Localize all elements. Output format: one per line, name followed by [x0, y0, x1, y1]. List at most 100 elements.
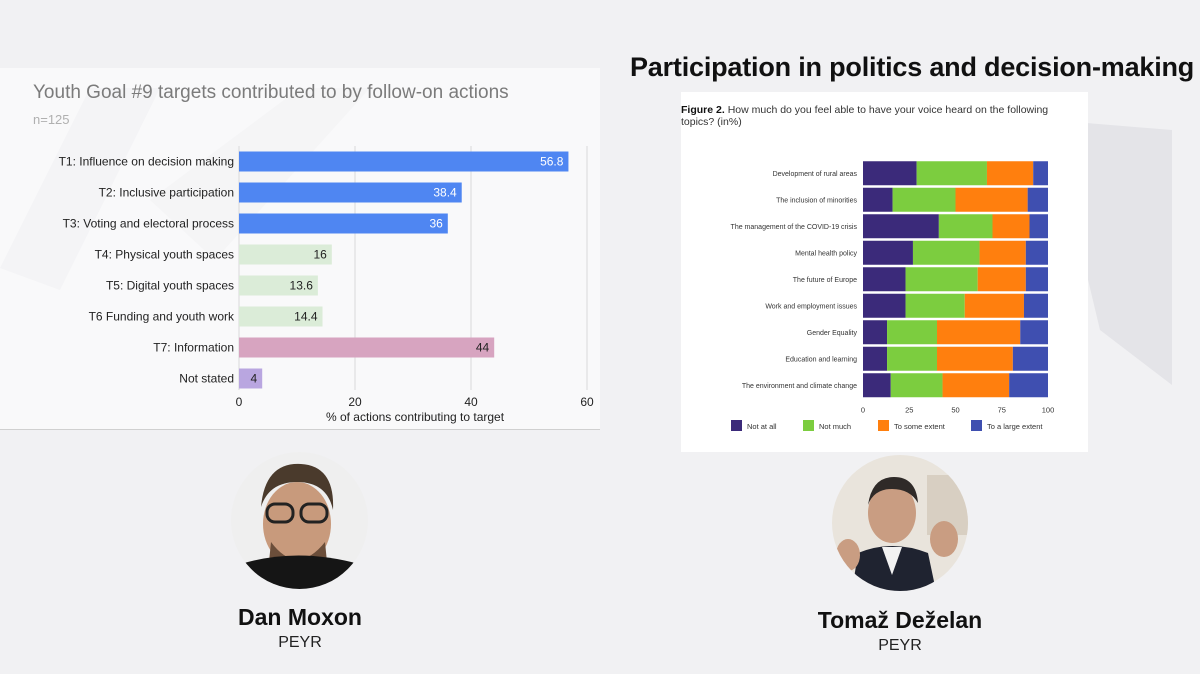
stacked-bar-segment — [863, 320, 888, 345]
stacked-bar-segment — [863, 293, 906, 318]
stacked-bar-segment — [863, 161, 917, 186]
bar — [239, 151, 569, 172]
bar — [239, 275, 318, 296]
stacked-bar-segment — [905, 293, 965, 318]
stacked-bar-segment — [938, 214, 993, 239]
x-tick-label: 50 — [951, 406, 959, 415]
panel-divider — [0, 429, 600, 430]
figure-caption-text: How much do you feel able to have your v… — [681, 104, 1049, 128]
stacked-bar-segment — [863, 240, 913, 265]
stacked-bar-segment — [905, 267, 978, 292]
category-label: Gender Equality — [807, 330, 858, 337]
legend-label: To a large extent — [987, 422, 1043, 431]
category-label: Work and employment issues — [765, 303, 857, 310]
speaker-name-2: Tomaž Deželan — [817, 607, 983, 633]
figure-caption: Figure 2. How much do you feel able to h… — [681, 104, 1076, 128]
stacked-bar-segment — [863, 267, 906, 292]
category-label: The inclusion of minorities — [776, 197, 857, 204]
stacked-bar-segment — [1012, 346, 1048, 371]
left-chart-panel: Youth Goal #9 targets contributed to by … — [0, 68, 600, 430]
data-label: 16 — [313, 248, 327, 262]
x-tick-label: 60 — [580, 395, 594, 409]
slide-title: Participation in politics and decision-m… — [630, 52, 1195, 82]
stacked-bar-segment — [955, 187, 1028, 212]
stacked-bar-segment — [892, 187, 956, 212]
avatar-dan-moxon — [231, 452, 368, 589]
stacked-bar-segment — [1025, 267, 1048, 292]
stacked-bar-segment — [887, 346, 937, 371]
data-label: 14.4 — [294, 310, 318, 324]
stacked-bar-segment — [964, 293, 1024, 318]
x-tick-label: 100 — [1042, 406, 1055, 415]
stacked-bar-segment — [863, 187, 893, 212]
x-tick-label: 20 — [348, 395, 362, 409]
stacked-bar-chart-voice-heard: Development of rural areas The inclusion … — [731, 161, 1055, 431]
legend-swatch — [803, 420, 814, 431]
stacked-bar-segment — [916, 161, 987, 186]
bar — [239, 244, 332, 265]
category-label: The future of Europe — [793, 277, 857, 284]
category-label: The management of the COVID-19 crisis — [731, 224, 858, 231]
legend-swatch — [731, 420, 742, 431]
x-tick-label: 75 — [998, 406, 1006, 415]
category-label: T6 Funding and youth work — [89, 310, 235, 324]
category-label: T2: Inclusive participation — [99, 186, 234, 200]
stacked-bar-segment — [986, 161, 1034, 186]
category-label: The environment and climate change — [742, 383, 857, 390]
stacked-bar-segment — [937, 320, 1021, 345]
bar — [239, 306, 323, 327]
chart-subtitle: n=125 — [33, 112, 70, 127]
data-label: 38.4 — [433, 186, 457, 200]
stacked-bar-segment — [942, 373, 1010, 398]
stacked-bar-segment — [1009, 373, 1048, 398]
data-label: 4 — [251, 372, 258, 386]
category-label: Development of rural areas — [773, 171, 858, 178]
stacked-bar-segment — [863, 214, 939, 239]
category-label: T3: Voting and electoral process — [63, 217, 234, 231]
bar — [239, 337, 495, 358]
category-label: Not stated — [179, 372, 234, 386]
stacked-bar-segment — [1027, 187, 1048, 212]
speaker-org-2: PEYR — [878, 637, 922, 654]
legend-label: Not much — [819, 422, 851, 431]
stacked-bar-segment — [890, 373, 943, 398]
x-tick-label: 0 — [236, 395, 243, 409]
figure-card: Figure 2. How much do you feel able to h… — [681, 92, 1088, 452]
speaker-name-1: Dan Moxon — [238, 604, 362, 630]
bar-chart-youth-goal-targets: 0 20 40 60 T1: Influence on decision making 5… — [59, 146, 594, 424]
legend-swatch — [878, 420, 889, 431]
category-label: T7: Information — [153, 341, 234, 355]
stacked-bar-segment — [979, 240, 1026, 265]
stacked-bar-segment — [912, 240, 980, 265]
category-label: Mental health policy — [795, 250, 857, 257]
data-label: 13.6 — [290, 279, 314, 293]
avatar-tomaz-dezelan — [832, 455, 968, 591]
stacked-bar-segment — [863, 373, 891, 398]
x-tick-label: 0 — [861, 406, 865, 415]
stacked-bar-segment — [1020, 320, 1048, 345]
bar — [239, 368, 263, 389]
data-label: 36 — [429, 217, 443, 231]
stacked-bar-segment — [937, 346, 1013, 371]
legend-label: To some extent — [894, 422, 946, 431]
chart-title: Youth Goal #9 targets contributed to by … — [33, 82, 509, 103]
stacked-bar-segment — [1033, 161, 1048, 186]
stacked-bar-segment — [1025, 240, 1048, 265]
stacked-bar-segment — [1029, 214, 1048, 239]
category-label: Education and learning — [785, 356, 857, 363]
category-label: T1: Influence on decision making — [59, 155, 234, 169]
category-label: T5: Digital youth spaces — [106, 279, 234, 293]
figure-label: Figure 2. — [681, 104, 725, 116]
data-label: 56.8 — [540, 155, 564, 169]
stacked-bar-segment — [1023, 293, 1048, 318]
bar — [239, 213, 448, 234]
stacked-bar-segment — [887, 320, 937, 345]
legend-label: Not at all — [747, 422, 777, 431]
legend-swatch — [971, 420, 982, 431]
stacked-bar-segment — [863, 346, 888, 371]
data-label: 44 — [476, 341, 490, 355]
x-tick-label: 40 — [464, 395, 478, 409]
bar — [239, 182, 462, 203]
speaker-org-1: PEYR — [278, 634, 322, 651]
x-tick-label: 25 — [905, 406, 913, 415]
